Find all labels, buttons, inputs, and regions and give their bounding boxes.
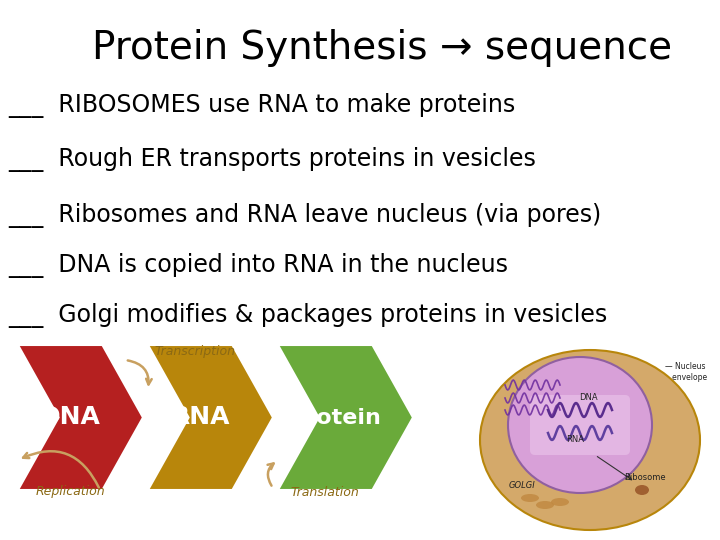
Ellipse shape [551, 498, 569, 506]
Ellipse shape [480, 350, 700, 530]
Text: Ribosome: Ribosome [624, 474, 666, 483]
Text: RNA: RNA [171, 406, 230, 429]
Text: GOLGI: GOLGI [508, 481, 536, 489]
Text: Transcription: Transcription [155, 346, 235, 359]
Text: RNA: RNA [566, 435, 584, 444]
Text: DNA: DNA [579, 393, 598, 402]
Text: Translation: Translation [291, 485, 359, 498]
Text: ___  Golgi modifies & packages proteins in vesicles: ___ Golgi modifies & packages proteins i… [8, 302, 607, 327]
Polygon shape [18, 345, 143, 490]
Text: Protein: Protein [289, 408, 381, 428]
Text: Replication: Replication [35, 485, 105, 498]
Text: ___  Ribosomes and RNA leave nucleus (via pores): ___ Ribosomes and RNA leave nucleus (via… [8, 202, 601, 227]
Text: ___  Rough ER transports proteins in vesicles: ___ Rough ER transports proteins in vesi… [8, 147, 536, 172]
Ellipse shape [536, 501, 554, 509]
Ellipse shape [508, 357, 652, 493]
Ellipse shape [521, 494, 539, 502]
Text: ___  RIBOSOMES use RNA to make proteins: ___ RIBOSOMES use RNA to make proteins [8, 92, 516, 118]
Polygon shape [148, 345, 273, 490]
Polygon shape [278, 345, 413, 490]
Text: DNA: DNA [40, 406, 101, 429]
FancyBboxPatch shape [530, 395, 630, 455]
Text: ___  DNA is copied into RNA in the nucleus: ___ DNA is copied into RNA in the nucleu… [8, 253, 508, 278]
Text: Protein Synthesis → sequence: Protein Synthesis → sequence [91, 29, 672, 67]
Text: — Nucleus
   envelope: — Nucleus envelope [665, 362, 707, 382]
Ellipse shape [635, 485, 649, 495]
